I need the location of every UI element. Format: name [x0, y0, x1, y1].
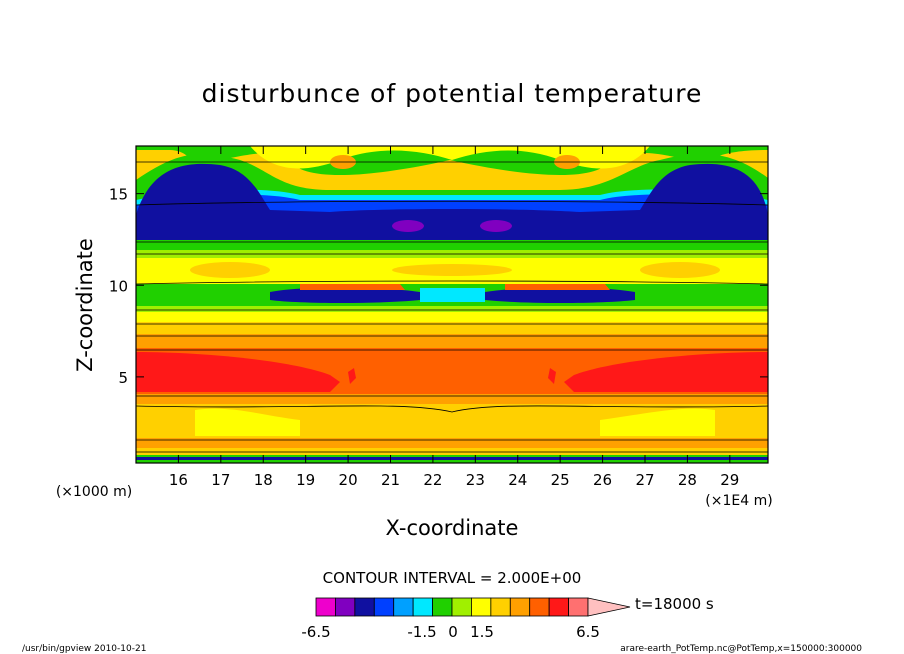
colorbar-cell — [393, 597, 414, 617]
x-tick-label: 26 — [593, 471, 612, 489]
contour-interval: CONTOUR INTERVAL = 2.000E+00 — [323, 569, 582, 587]
colorbar-ticks: -6.5 -1.5 0 1.5 6.5 — [301, 623, 600, 641]
contour-fill — [136, 146, 768, 463]
colorbar-cell — [548, 597, 569, 617]
footer-right: arare-earth_PotTemp.nc@PotTemp,x=150000:… — [620, 644, 862, 654]
colorbar — [315, 597, 631, 617]
x-ticks: 16 17 18 19 20 21 22 23 24 25 26 27 28 29 — [169, 146, 739, 489]
colorbar-cell — [354, 597, 375, 617]
x-axis-label: X-coordinate — [386, 516, 519, 540]
colorbar-tick-label: 0 — [448, 623, 458, 641]
colorbar-cell — [432, 597, 453, 617]
chart-title: disturbunce of potential temperature — [202, 79, 703, 108]
x-tick-label: 22 — [423, 471, 442, 489]
colorbar-cell — [451, 597, 472, 617]
x-tick-label: 16 — [169, 471, 188, 489]
colorbar-cell — [529, 597, 550, 617]
footer-left: /usr/bin/gpview 2010-10-21 — [22, 644, 146, 654]
colorbar-tick-label: -6.5 — [301, 623, 330, 641]
x-tick-label: 20 — [339, 471, 358, 489]
colorbar-cell — [335, 597, 356, 617]
y-axis-label: Z-coordinate — [73, 238, 97, 372]
colorbar-cell — [412, 597, 433, 617]
x-tick-label: 17 — [211, 471, 230, 489]
x-tick-label: 27 — [635, 471, 654, 489]
plot-area: 16 17 18 19 20 21 22 23 24 25 26 27 28 29 5 10 15 — [109, 145, 769, 489]
colorbar-cell — [373, 597, 395, 617]
colorbar-tick-label: 6.5 — [576, 623, 600, 641]
time-label: t=18000 s — [635, 595, 714, 613]
x-tick-label: 21 — [381, 471, 400, 489]
x-tick-label: 25 — [551, 471, 570, 489]
plot-frame — [135, 145, 769, 464]
y-tick-label: 10 — [109, 277, 128, 295]
y-tick-label: 5 — [118, 369, 128, 387]
x-tick-label: 19 — [296, 471, 315, 489]
colorbar-cell — [509, 597, 531, 617]
colorbar-cell — [568, 597, 589, 617]
x-tick-label: 23 — [466, 471, 485, 489]
colorbar-cell — [490, 597, 511, 617]
contour-lines — [136, 161, 768, 453]
x-tick-label: 24 — [508, 471, 527, 489]
x-unit-left: (×1000 m) — [56, 484, 132, 500]
x-tick-label: 29 — [720, 471, 739, 489]
y-tick-label: 15 — [109, 186, 128, 204]
colorbar-tick-label: -1.5 — [407, 623, 436, 641]
x-unit-right: (×1E4 m) — [705, 493, 772, 509]
x-tick-label: 28 — [678, 471, 697, 489]
colorbar-cell — [471, 597, 492, 617]
colorbar-arrow — [587, 597, 631, 617]
y-ticks: 5 10 15 — [109, 186, 768, 387]
colorbar-cell — [315, 597, 336, 617]
x-tick-label: 18 — [254, 471, 273, 489]
colorbar-tick-label: 1.5 — [470, 623, 494, 641]
